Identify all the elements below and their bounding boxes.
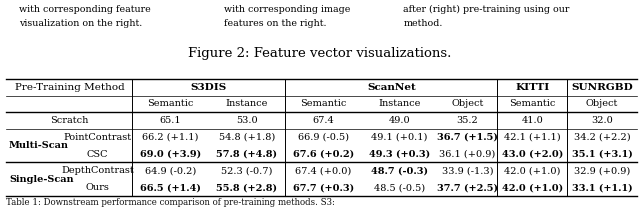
Text: Figure 2: Feature vector visualizations.: Figure 2: Feature vector visualizations.: [188, 47, 452, 60]
Text: 35.2: 35.2: [457, 116, 479, 125]
Text: DepthContrast: DepthContrast: [61, 166, 134, 175]
Text: 37.7 (+2.5): 37.7 (+2.5): [437, 183, 498, 192]
Text: Single-Scan: Single-Scan: [9, 175, 74, 184]
Text: 54.8 (+1.8): 54.8 (+1.8): [219, 133, 275, 142]
Text: 36.7 (+1.5): 36.7 (+1.5): [437, 133, 498, 142]
Text: ScanNet: ScanNet: [367, 83, 415, 92]
Text: 67.7 (+0.3): 67.7 (+0.3): [292, 183, 354, 192]
Text: Multi-Scan: Multi-Scan: [9, 141, 69, 150]
Text: Semantic: Semantic: [509, 99, 556, 108]
Text: method.: method.: [403, 19, 443, 28]
Text: features on the right.: features on the right.: [224, 19, 326, 28]
Text: 36.1 (+0.9): 36.1 (+0.9): [440, 150, 496, 159]
Text: Pre-Training Method: Pre-Training Method: [15, 83, 124, 92]
Text: Object: Object: [586, 99, 618, 108]
Text: 52.3 (-0.7): 52.3 (-0.7): [221, 166, 273, 175]
Text: 42.0 (+1.0): 42.0 (+1.0): [504, 166, 561, 175]
Text: 33.1 (+1.1): 33.1 (+1.1): [572, 183, 632, 192]
Text: 48.5 (-0.5): 48.5 (-0.5): [374, 183, 425, 192]
Text: 67.6 (+0.2): 67.6 (+0.2): [292, 150, 354, 159]
Text: 41.0: 41.0: [522, 116, 543, 125]
Text: Instance: Instance: [378, 99, 420, 108]
Text: Semantic: Semantic: [147, 99, 194, 108]
Text: with corresponding feature: with corresponding feature: [19, 5, 151, 14]
Text: Instance: Instance: [226, 99, 268, 108]
Text: 35.1 (+3.1): 35.1 (+3.1): [572, 150, 632, 159]
Text: PointContrast: PointContrast: [63, 133, 132, 142]
Text: Object: Object: [451, 99, 484, 108]
Text: 48.7 (-0.3): 48.7 (-0.3): [371, 166, 428, 175]
Text: Semantic: Semantic: [300, 99, 346, 108]
Text: 67.4: 67.4: [312, 116, 334, 125]
Text: 32.0: 32.0: [591, 116, 613, 125]
Text: 67.4 (+0.0): 67.4 (+0.0): [295, 166, 351, 175]
Text: 49.1 (+0.1): 49.1 (+0.1): [371, 133, 428, 142]
Text: 65.1: 65.1: [160, 116, 182, 125]
Text: 42.1 (+1.1): 42.1 (+1.1): [504, 133, 561, 142]
Text: 32.9 (+0.9): 32.9 (+0.9): [574, 166, 630, 175]
Text: Ours: Ours: [86, 183, 109, 192]
Text: CSC: CSC: [87, 150, 108, 159]
Text: 42.0 (+1.0): 42.0 (+1.0): [502, 183, 563, 192]
Text: Scratch: Scratch: [51, 116, 88, 125]
Text: SUNRGBD: SUNRGBD: [571, 83, 633, 92]
Text: KITTI: KITTI: [515, 83, 549, 92]
Text: S3DIS: S3DIS: [191, 83, 227, 92]
Text: 66.2 (+1.1): 66.2 (+1.1): [143, 133, 199, 142]
Text: 64.9 (-0.2): 64.9 (-0.2): [145, 166, 196, 175]
Text: 43.0 (+2.0): 43.0 (+2.0): [502, 150, 563, 159]
Text: 69.0 (+3.9): 69.0 (+3.9): [140, 150, 201, 159]
Text: 53.0: 53.0: [236, 116, 258, 125]
Text: 55.8 (+2.8): 55.8 (+2.8): [216, 183, 278, 192]
Text: after (right) pre-training using our: after (right) pre-training using our: [403, 5, 570, 14]
Text: 49.3 (+0.3): 49.3 (+0.3): [369, 150, 430, 159]
Text: 57.8 (+4.8): 57.8 (+4.8): [216, 150, 278, 159]
Text: 33.9 (-1.3): 33.9 (-1.3): [442, 166, 493, 175]
Text: with corresponding image: with corresponding image: [224, 5, 350, 14]
Text: Table 1: Downstream performance comparison of pre-training methods. S3:: Table 1: Downstream performance comparis…: [6, 198, 335, 207]
Text: 66.5 (+1.4): 66.5 (+1.4): [140, 183, 201, 192]
Text: 34.2 (+2.2): 34.2 (+2.2): [573, 133, 630, 142]
Text: 49.0: 49.0: [388, 116, 410, 125]
Text: visualization on the right.: visualization on the right.: [19, 19, 143, 28]
Text: 66.9 (-0.5): 66.9 (-0.5): [298, 133, 349, 142]
